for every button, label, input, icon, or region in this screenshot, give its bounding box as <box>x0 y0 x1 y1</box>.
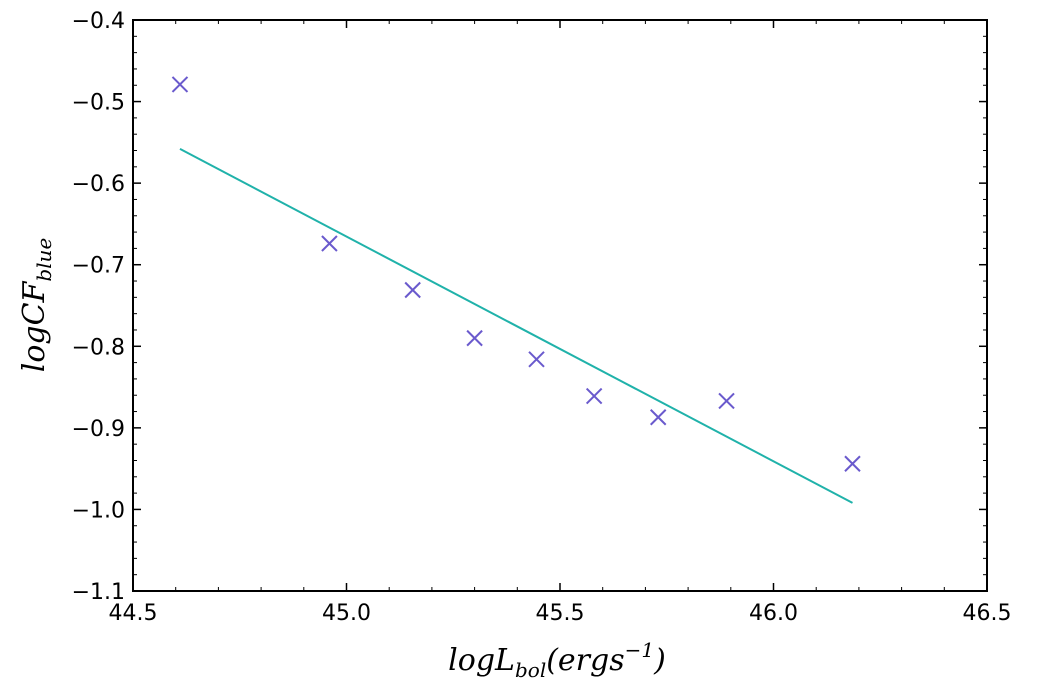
x-axis-label: logLbol(ergs−1) <box>448 638 666 681</box>
data-point-stroke <box>321 235 338 252</box>
x-tick-label: 45.5 <box>536 601 585 626</box>
data-point <box>404 281 421 299</box>
data-point-stroke <box>466 329 483 347</box>
y-axis-label: logCFblue <box>17 238 56 373</box>
data-point <box>171 76 189 93</box>
y-tick-label: −1.1 <box>72 580 125 605</box>
y-tick-label: −0.6 <box>72 172 125 197</box>
y-tick-label: −0.8 <box>72 335 125 360</box>
axis-ticks: 44.5 45.0 45.5 46.0 46.5 −1.1 −1.0 −0.9 −0.8 −0.7… <box>72 9 1012 626</box>
data-point <box>844 455 861 472</box>
y-tick-label: −1.0 <box>72 498 125 523</box>
data-point <box>528 351 545 368</box>
y-tick-label: −0.5 <box>72 91 125 116</box>
fit-line <box>179 147 853 504</box>
data-point-stroke <box>844 455 861 472</box>
y-tick-label: −0.7 <box>72 254 125 279</box>
data-point-stroke <box>404 281 421 299</box>
data-point <box>321 235 338 252</box>
data-point-stroke <box>718 392 735 410</box>
y-tick-label: −0.9 <box>72 417 125 442</box>
x-tick-label: 44.5 <box>109 601 158 626</box>
x-tick-label: 45.0 <box>322 601 371 626</box>
data-point <box>585 387 603 405</box>
x-tick-label: 46.0 <box>749 601 798 626</box>
plot-frame <box>132 19 988 592</box>
y-tick-label: −0.4 <box>72 9 125 34</box>
data-point-stroke <box>650 409 667 426</box>
data-point-stroke <box>171 76 189 93</box>
data-point <box>466 329 483 347</box>
data-point <box>718 392 735 410</box>
data-point-stroke <box>585 387 603 405</box>
data-point <box>650 409 667 426</box>
x-tick-label: 46.5 <box>963 601 1012 626</box>
plot-area <box>171 76 861 504</box>
data-point-stroke <box>528 351 545 368</box>
